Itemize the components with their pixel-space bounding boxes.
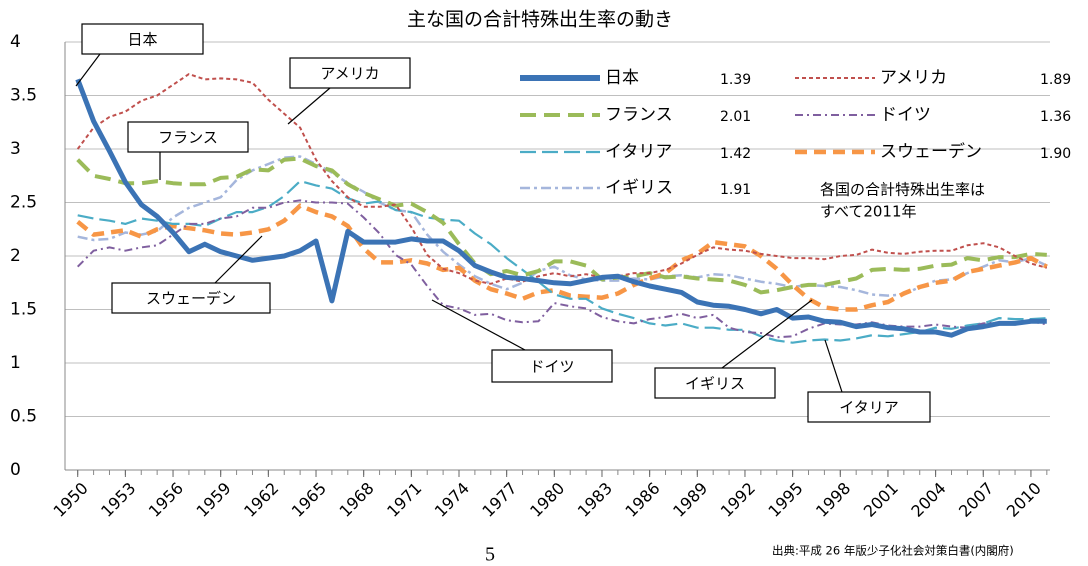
- legend-label: ドイツ: [880, 105, 931, 125]
- x-tick-label: 1953: [97, 479, 139, 521]
- annotation-label: フランス: [158, 129, 218, 147]
- note: 各国の合計特殊出生率は: [820, 181, 985, 199]
- x-tick-label: 1965: [288, 479, 330, 521]
- series-line: [76, 199, 1047, 339]
- annotation-label: 日本: [127, 31, 157, 49]
- series-line: [75, 78, 1047, 338]
- x-tick-label: 1971: [383, 479, 425, 521]
- legend-value: 1.91: [720, 182, 751, 198]
- x-tick-label: 1974: [431, 479, 473, 521]
- legend-value: 1.39: [720, 72, 751, 88]
- x-tick-label: 1980: [526, 479, 568, 521]
- series-line: [76, 156, 1047, 295]
- annotation-leader: [721, 299, 813, 369]
- y-tick-label: 0: [10, 460, 21, 480]
- annotation-leader: [287, 87, 331, 125]
- annotation-leader: [431, 299, 526, 351]
- annotation-label: スウェーデン: [146, 290, 236, 308]
- legend-label: イタリア: [605, 142, 672, 162]
- legend-label: スウェーデン: [880, 141, 982, 162]
- page-number: 5: [485, 544, 495, 566]
- x-tick-label: 1995: [764, 479, 806, 521]
- annotation-label: イタリア: [839, 399, 898, 417]
- legend-value: 1.36: [1040, 109, 1071, 125]
- legend-label: 日本: [605, 68, 639, 88]
- x-tick-label: 1989: [669, 479, 711, 521]
- x-tick-label: 2007: [955, 479, 997, 521]
- y-tick-label: 4: [10, 32, 21, 52]
- y-tick-label: 3.5: [10, 86, 37, 106]
- x-tick-label: 1983: [574, 479, 616, 521]
- x-tick-label: 1956: [145, 479, 187, 521]
- annotation-box: [289, 57, 411, 89]
- x-tick-label: 1962: [240, 479, 282, 521]
- annotation-box: [111, 282, 271, 314]
- legend-label: イギリス: [605, 178, 673, 198]
- x-tick-label: 1998: [812, 479, 854, 521]
- legend-label: アメリカ: [880, 68, 947, 88]
- chart-title: 主な国の合計特殊出生率の動き: [407, 9, 673, 31]
- legend-value: 1.89: [1040, 72, 1071, 88]
- x-tick-label: 1950: [49, 479, 91, 521]
- y-tick-label: 1.5: [10, 300, 37, 320]
- source: 出典:平成 26 年版少子化社会対策白書(内閣府): [772, 544, 1014, 558]
- note: すべて2011年: [820, 203, 917, 221]
- series-line: [76, 203, 1048, 312]
- x-tick-label: 2010: [1003, 479, 1045, 521]
- annotation-label: ドイツ: [529, 358, 574, 376]
- y-tick-label: 1: [10, 353, 21, 373]
- annotation-box: [654, 367, 776, 399]
- y-tick-label: 2: [10, 246, 21, 266]
- y-tick-label: 3: [10, 139, 21, 159]
- legend-label: フランス: [605, 105, 673, 125]
- annotation-box: [807, 391, 931, 423]
- annotation-box: [491, 349, 613, 383]
- series-line: [77, 180, 1047, 344]
- annotation-label: アメリカ: [320, 65, 379, 83]
- x-tick-label: 2001: [860, 479, 902, 521]
- y-tick-label: 2.5: [10, 193, 37, 213]
- series-line: [77, 155, 1048, 297]
- x-tick-label: 1992: [717, 479, 759, 521]
- x-tick-label: 1977: [478, 479, 520, 521]
- annotation-box: [81, 23, 204, 55]
- legend-value: 2.01: [720, 109, 751, 125]
- legend-value: 1.42: [720, 146, 751, 162]
- annotation-leader: [214, 235, 263, 284]
- annotation-leader: [824, 339, 843, 393]
- annotation-box: [127, 121, 249, 153]
- x-tick-label: 2004: [907, 479, 949, 521]
- annotation-leader: [75, 53, 101, 87]
- x-tick-label: 1959: [192, 479, 234, 521]
- y-tick-label: 0.5: [10, 407, 37, 427]
- x-tick-label: 1968: [335, 479, 377, 521]
- x-tick-label: 1986: [621, 479, 663, 521]
- series-line: [76, 73, 1048, 285]
- legend-value: 1.90: [1040, 146, 1071, 162]
- annotation-label: イギリス: [685, 375, 745, 393]
